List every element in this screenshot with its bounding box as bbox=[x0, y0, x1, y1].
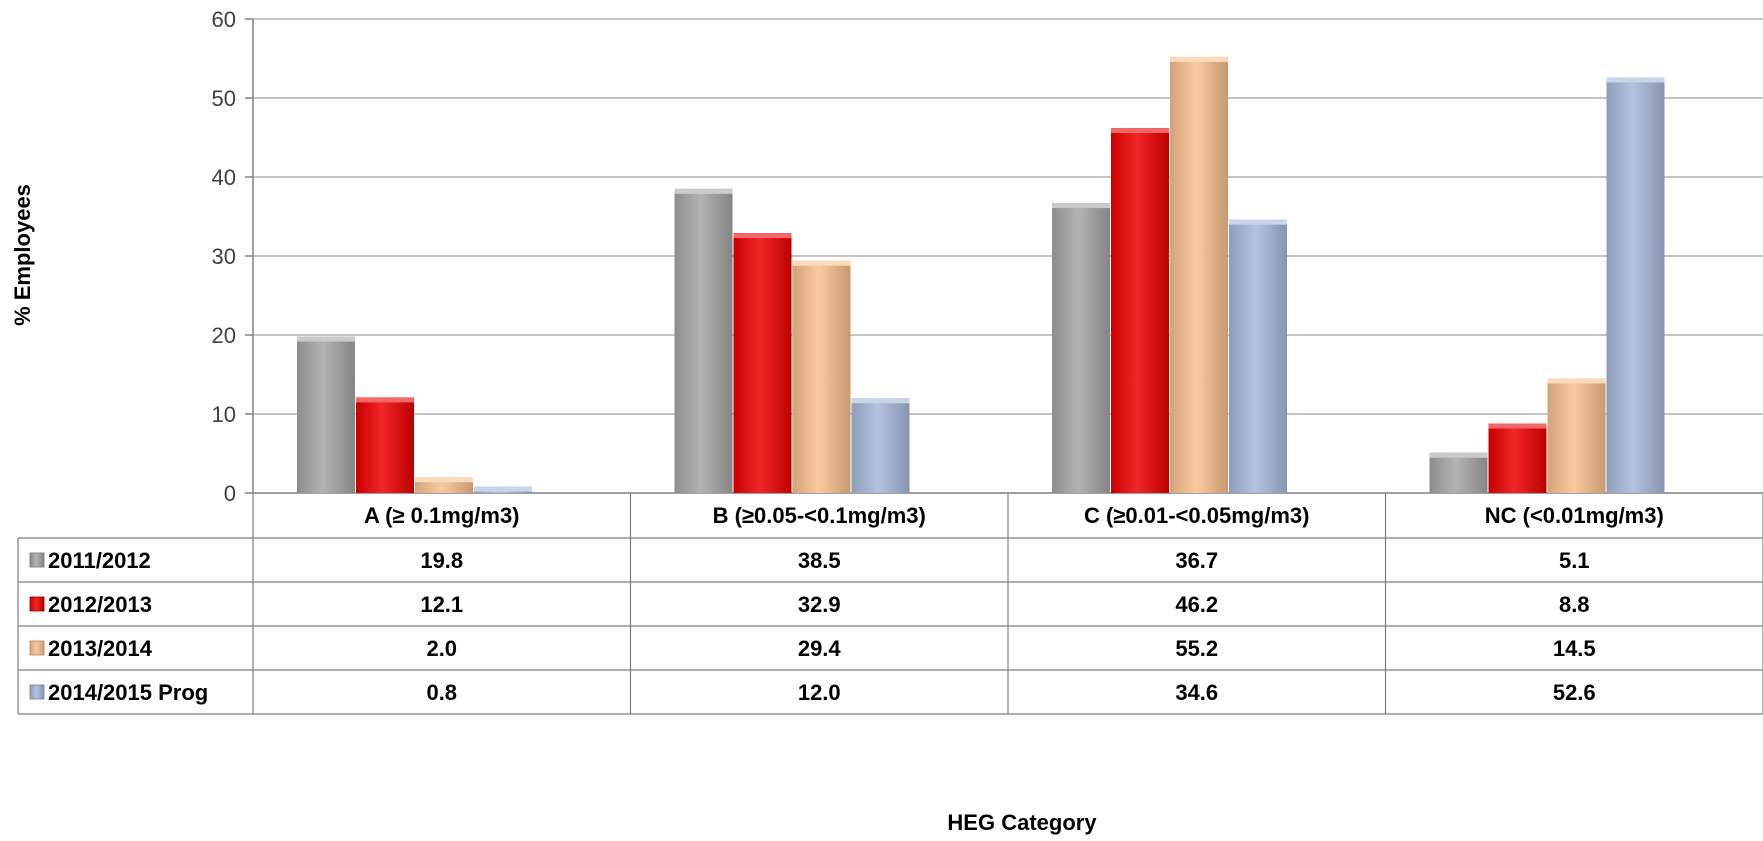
bar-highlight bbox=[1229, 219, 1287, 225]
table-cell-value: 34.6 bbox=[1175, 680, 1218, 705]
bar-highlight bbox=[356, 397, 414, 403]
bar bbox=[1229, 219, 1287, 493]
table-cell-value: 14.5 bbox=[1553, 636, 1596, 661]
table-cell-value: 32.9 bbox=[798, 592, 841, 617]
y-tick-label: 50 bbox=[212, 86, 236, 111]
category-label: C (≥0.01-<0.05mg/m3) bbox=[1084, 503, 1309, 528]
bar-highlight bbox=[733, 233, 792, 239]
table-cell-value: 12.0 bbox=[798, 680, 841, 705]
bar-highlight bbox=[1606, 77, 1665, 83]
bar-highlight bbox=[1547, 378, 1606, 384]
table-cell-value: 36.7 bbox=[1175, 548, 1218, 573]
legend-key bbox=[29, 596, 45, 612]
y-axis-title: % Employees bbox=[10, 184, 35, 326]
legend-key bbox=[29, 640, 45, 656]
table-cell-value: 8.8 bbox=[1559, 592, 1590, 617]
category-label: B (≥0.05-<0.1mg/m3) bbox=[713, 503, 926, 528]
table-cell-value: 52.6 bbox=[1553, 680, 1596, 705]
bar bbox=[733, 233, 792, 493]
bar bbox=[1052, 203, 1110, 493]
legend-key bbox=[29, 684, 45, 700]
bar-highlight bbox=[1111, 128, 1169, 134]
y-tick-label: 60 bbox=[212, 7, 236, 32]
bar-highlight bbox=[474, 486, 532, 492]
bar bbox=[1111, 128, 1169, 493]
bar-highlight bbox=[415, 477, 473, 483]
category-label: A (≥ 0.1mg/m3) bbox=[364, 503, 520, 528]
y-tick-label: 20 bbox=[212, 323, 236, 348]
y-tick-label: 40 bbox=[212, 165, 236, 190]
table-cell-value: 5.1 bbox=[1559, 548, 1590, 573]
table-cell-value: 38.5 bbox=[798, 548, 841, 573]
bar-highlight bbox=[297, 336, 355, 342]
table-cell-value: 46.2 bbox=[1175, 592, 1218, 617]
table-cell-value: 2.0 bbox=[426, 636, 457, 661]
legend-series-name: 2011/2012 bbox=[48, 548, 151, 573]
bar bbox=[1488, 423, 1547, 493]
bar bbox=[1429, 452, 1488, 493]
bar bbox=[851, 398, 910, 493]
bar-highlight bbox=[1052, 203, 1110, 209]
bar bbox=[1547, 378, 1606, 493]
table-cell-value: 29.4 bbox=[798, 636, 842, 661]
y-tick-label: 10 bbox=[212, 402, 236, 427]
bar bbox=[1170, 56, 1228, 494]
bar bbox=[674, 188, 733, 493]
bar bbox=[356, 397, 414, 493]
legend-series-name: 2013/2014 bbox=[48, 636, 153, 661]
legend-series-name: 2012/2013 bbox=[48, 592, 152, 617]
table-cell-value: 12.1 bbox=[420, 592, 463, 617]
bar-highlight bbox=[1429, 452, 1488, 458]
bar-highlight bbox=[851, 398, 910, 404]
legend-series-name: 2014/2015 Prog bbox=[48, 680, 208, 705]
bar-highlight bbox=[1170, 56, 1228, 62]
y-tick-label: 0 bbox=[224, 481, 236, 506]
gridlines bbox=[253, 18, 1763, 494]
y-axis: 0 10 20 30 40 50 60 bbox=[212, 7, 254, 506]
x-axis-title: HEG Category bbox=[947, 810, 1097, 835]
bar bbox=[1606, 77, 1665, 494]
bars bbox=[297, 56, 1665, 494]
bar bbox=[792, 260, 851, 493]
table-cell-value: 55.2 bbox=[1175, 636, 1218, 661]
table-cell-value: 19.8 bbox=[420, 548, 463, 573]
bar-highlight bbox=[674, 188, 733, 194]
y-tick-label: 30 bbox=[212, 244, 236, 269]
bar-highlight bbox=[792, 260, 851, 266]
bar bbox=[297, 336, 355, 493]
bar-highlight bbox=[1488, 423, 1547, 429]
legend-key bbox=[29, 552, 45, 568]
category-label: NC (<0.01mg/m3) bbox=[1485, 503, 1664, 528]
data-table: A (≥ 0.1mg/m3) B (≥0.05-<0.1mg/m3) C (≥0.0… bbox=[17, 493, 1763, 715]
table-cell-value: 0.8 bbox=[426, 680, 457, 705]
